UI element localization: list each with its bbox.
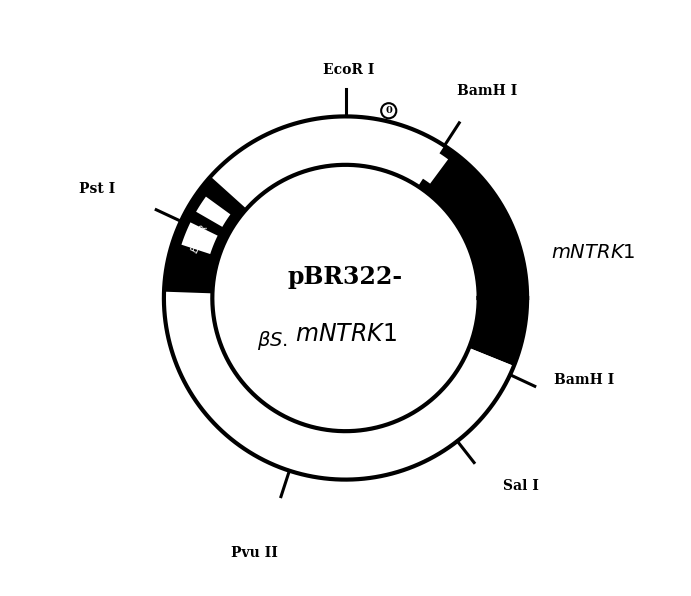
Text: $\mathit{EAmR}$: $\mathit{EAmR}$ [189, 223, 211, 255]
Polygon shape [196, 197, 230, 227]
Polygon shape [426, 405, 460, 440]
Polygon shape [460, 347, 517, 384]
Text: $\mathit{mNTRK1}$: $\mathit{mNTRK1}$ [294, 322, 397, 346]
Text: $\mathit{mNTRK1}$: $\mathit{mNTRK1}$ [551, 244, 636, 262]
Text: $\mathit{\beta S.}$: $\mathit{\beta S.}$ [256, 329, 287, 352]
Text: 0: 0 [386, 106, 392, 115]
Polygon shape [164, 116, 527, 480]
Circle shape [381, 103, 397, 118]
Polygon shape [334, 126, 357, 156]
Text: Pvu II: Pvu II [231, 546, 278, 560]
Text: BamH I: BamH I [554, 372, 614, 387]
Polygon shape [212, 165, 479, 431]
Polygon shape [418, 145, 527, 366]
Text: pBR322-: pBR322- [288, 265, 403, 289]
Text: BamH I: BamH I [457, 84, 518, 98]
Text: Sal I: Sal I [503, 479, 539, 493]
Text: Pst I: Pst I [79, 182, 115, 196]
Polygon shape [281, 430, 311, 465]
Text: EcoR I: EcoR I [323, 63, 375, 77]
Polygon shape [415, 148, 448, 184]
Polygon shape [182, 222, 218, 254]
Polygon shape [164, 176, 247, 293]
